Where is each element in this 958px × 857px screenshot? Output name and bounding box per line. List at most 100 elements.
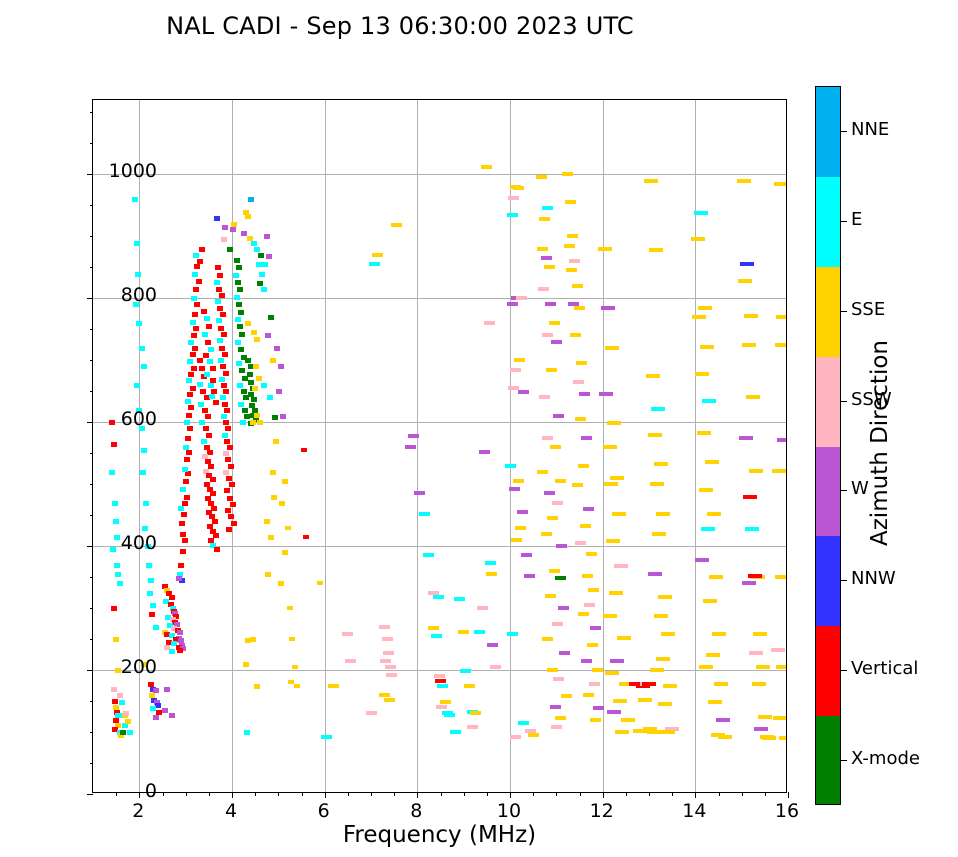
- data-point: [590, 625, 602, 630]
- data-point: [602, 613, 617, 618]
- data-point: [554, 576, 566, 581]
- data-point: [191, 345, 198, 351]
- data-point: [113, 519, 120, 525]
- data-point: [109, 469, 116, 475]
- data-point: [209, 528, 216, 534]
- data-point: [580, 435, 592, 440]
- data-point: [110, 686, 117, 692]
- data-point: [661, 730, 676, 735]
- data-point: [701, 526, 716, 531]
- data-point: [645, 373, 660, 378]
- data-point: [749, 650, 764, 655]
- data-point: [548, 568, 560, 573]
- x-axis-tick: [718, 792, 720, 796]
- data-point: [300, 448, 307, 453]
- data-point: [206, 359, 213, 365]
- data-point: [191, 296, 197, 302]
- data-point: [583, 692, 595, 697]
- data-point: [150, 706, 157, 712]
- data-point: [192, 326, 199, 332]
- data-point: [114, 709, 121, 715]
- data-point: [369, 262, 381, 267]
- data-point: [269, 358, 276, 364]
- data-point: [233, 295, 240, 301]
- data-point: [224, 438, 231, 444]
- page-title: NAL CADI - Sep 13 06:30:00 2023 UTC: [166, 12, 634, 40]
- data-point: [511, 537, 523, 542]
- data-point: [481, 164, 493, 169]
- data-point: [647, 572, 662, 577]
- data-point: [746, 395, 761, 400]
- y-axis-tick-label: 400: [120, 532, 157, 555]
- data-point: [123, 711, 130, 717]
- colorbar-segment: [816, 356, 840, 447]
- data-point: [586, 643, 598, 648]
- data-point: [238, 347, 245, 353]
- data-point: [221, 352, 228, 358]
- data-point: [214, 280, 221, 286]
- data-point: [444, 712, 456, 717]
- data-point: [180, 487, 187, 493]
- data-point: [221, 432, 228, 438]
- data-point: [276, 389, 283, 395]
- data-point: [228, 463, 235, 469]
- data-point: [718, 734, 733, 739]
- gridline-vertical: [510, 100, 511, 792]
- data-point: [170, 625, 177, 631]
- data-point: [609, 475, 624, 480]
- colorbar-segment: [816, 626, 840, 717]
- data-point: [247, 364, 254, 370]
- data-point: [152, 624, 159, 630]
- data-point: [265, 333, 272, 339]
- data-point: [279, 414, 286, 420]
- colorbar-tick: [841, 580, 847, 582]
- data-point: [713, 681, 728, 686]
- data-point: [181, 500, 188, 506]
- data-point: [237, 383, 244, 389]
- data-point: [576, 361, 588, 366]
- y-axis-tick: [89, 639, 93, 641]
- data-point: [136, 407, 143, 413]
- gridline-vertical: [324, 100, 326, 792]
- data-point: [228, 514, 235, 520]
- data-point: [615, 730, 630, 735]
- data-point: [206, 449, 213, 455]
- data-point: [463, 683, 475, 688]
- data-point: [479, 449, 491, 454]
- colorbar: [815, 86, 841, 805]
- x-axis-tick-label: 4: [224, 800, 238, 822]
- data-point: [770, 648, 785, 653]
- x-axis-tick: [232, 792, 233, 798]
- data-point: [577, 463, 589, 468]
- data-point: [238, 309, 245, 315]
- data-point: [653, 462, 668, 467]
- data-point: [710, 733, 725, 738]
- data-point: [186, 449, 193, 455]
- x-axis-tick: [764, 792, 766, 796]
- data-point: [191, 365, 197, 371]
- data-point: [188, 404, 195, 410]
- data-point: [141, 525, 148, 531]
- data-point: [108, 420, 115, 426]
- data-point: [483, 321, 495, 326]
- x-axis-tick: [602, 792, 604, 798]
- data-point: [248, 197, 255, 203]
- data-point: [707, 700, 722, 705]
- data-point: [114, 562, 121, 568]
- data-point: [245, 358, 252, 364]
- data-point: [587, 587, 599, 592]
- data-point: [752, 681, 767, 686]
- data-point: [191, 333, 197, 339]
- y-axis-tick: [89, 329, 93, 331]
- data-point: [203, 426, 210, 432]
- data-point: [181, 537, 188, 543]
- data-point: [243, 730, 250, 736]
- data-point: [240, 389, 247, 395]
- data-point: [550, 725, 562, 730]
- y-axis-tick: [89, 701, 93, 703]
- data-point: [582, 573, 594, 578]
- data-point: [291, 664, 298, 669]
- data-point: [757, 714, 772, 719]
- data-point: [655, 656, 670, 661]
- plot-axes: [87, 99, 789, 798]
